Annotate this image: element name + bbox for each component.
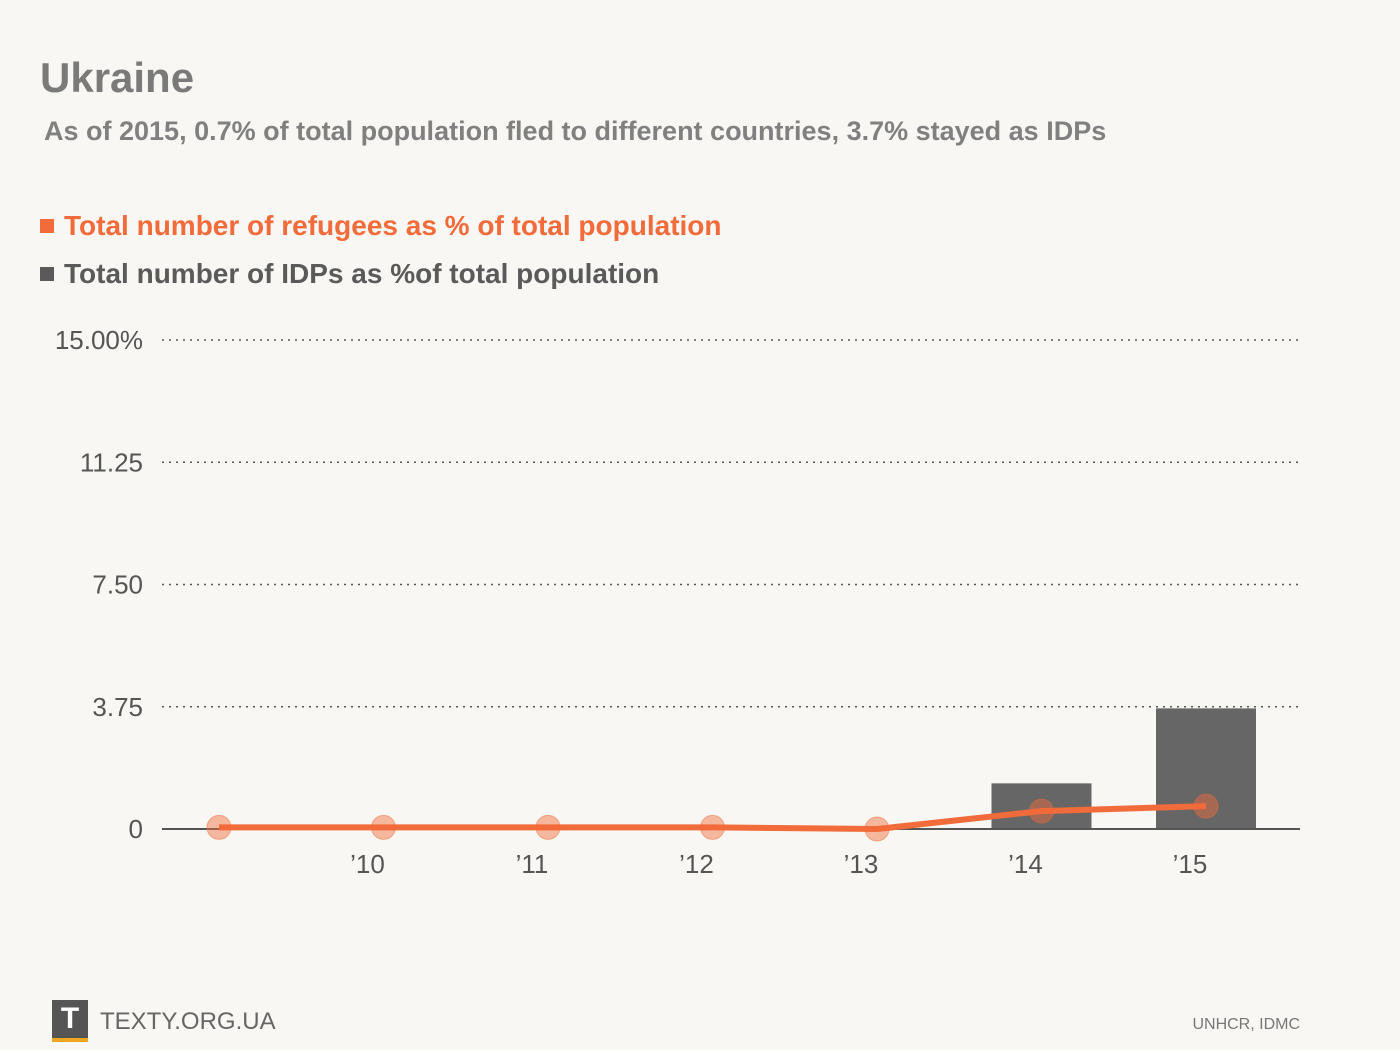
point-refugees (535, 814, 561, 840)
footer-source: UNHCR, IDMC (1192, 1016, 1300, 1033)
x-tick-label: ’11 (516, 849, 549, 879)
x-tick-label: ’12 (679, 849, 714, 879)
point-refugees (1193, 793, 1219, 819)
x-tick-label: ’13 (844, 849, 879, 879)
texty-logo: T (52, 1000, 88, 1042)
line-refugees (219, 803, 1207, 832)
y-tick-label: 3.75 (92, 692, 143, 722)
bar-idps (991, 783, 1092, 829)
x-tick-label: ’15 (1173, 849, 1208, 879)
chart-subtitle: As of 2015, 0.7% of total population fle… (44, 116, 1107, 146)
legend-label-idps: Total number of IDPs as %of total popula… (64, 258, 660, 289)
x-tick-label: ’14 (1008, 849, 1043, 879)
point-refugees (864, 816, 890, 842)
chart-title: Ukraine (40, 54, 195, 101)
point-refugees (1029, 798, 1054, 824)
y-tick-label: 0 (129, 814, 143, 844)
point-refugees (371, 814, 396, 840)
legend-swatch-idps (40, 266, 54, 281)
y-tick-label: 11.25 (80, 447, 143, 477)
point-refugees (700, 814, 725, 840)
legend-swatch-refugees (40, 218, 54, 233)
y-tick-label: 7.50 (92, 570, 143, 600)
legend-item-idps: Total number of IDPs as %of total popula… (40, 258, 659, 290)
legend-item-refugees: Total number of refugees as % of total p… (40, 210, 722, 242)
point-refugees (206, 814, 232, 840)
legend-label-refugees: Total number of refugees as % of total p… (64, 210, 722, 241)
y-tick-label: 15.00% (55, 325, 143, 355)
footer-site: TEXTY.ORG.UA (100, 1008, 276, 1035)
x-tick-label: ’10 (350, 849, 385, 879)
